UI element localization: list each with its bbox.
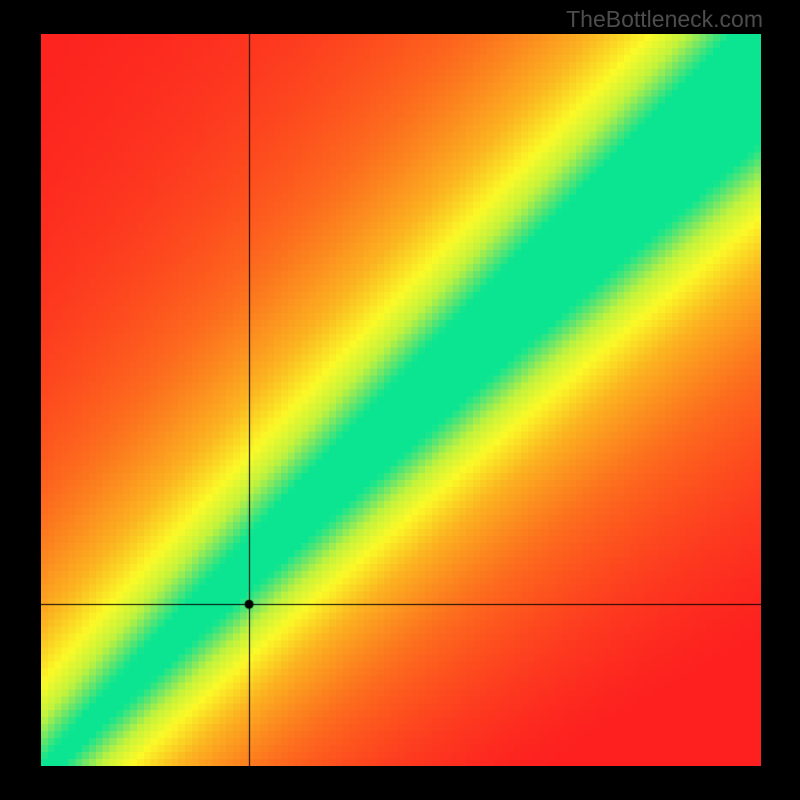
chart-container: TheBottleneck.com bbox=[0, 0, 800, 800]
overlay-canvas bbox=[41, 34, 761, 766]
watermark-text: TheBottleneck.com bbox=[566, 6, 763, 33]
